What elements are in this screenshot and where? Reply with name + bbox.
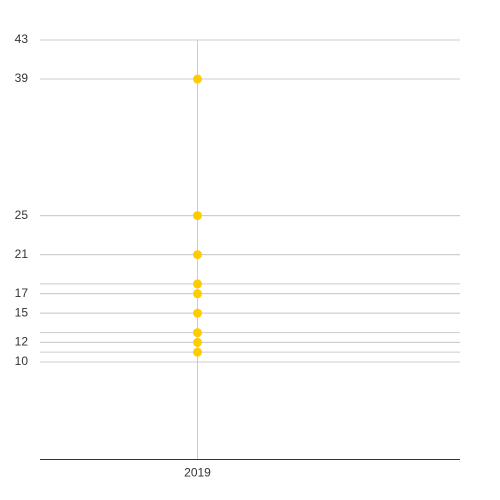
point: [193, 308, 202, 318]
y-tick-label: 43: [15, 32, 29, 46]
y-tick-label: 25: [15, 208, 29, 222]
y-tick-label: 15: [15, 305, 29, 319]
point: [193, 74, 202, 84]
x-tick-label: 2019: [184, 466, 211, 480]
point: [193, 211, 202, 221]
y-tick-label: 12: [15, 335, 29, 349]
y-tick-label: 21: [15, 247, 29, 261]
point: [193, 347, 202, 357]
point: [193, 289, 202, 299]
point: [193, 337, 202, 347]
point: [193, 250, 202, 260]
point: [193, 328, 202, 338]
y-tick-label: 17: [15, 286, 29, 300]
point: [193, 279, 202, 289]
y-tick-label: 39: [15, 71, 29, 85]
y-tick-label: 10: [15, 354, 29, 368]
